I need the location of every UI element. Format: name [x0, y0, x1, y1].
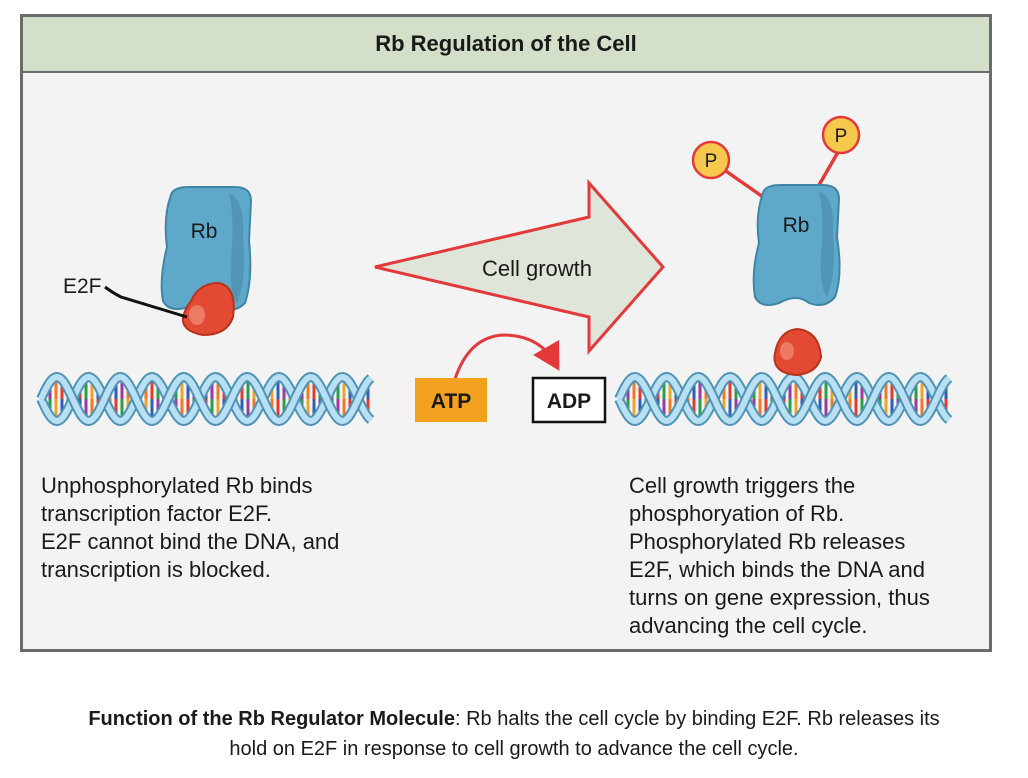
rb-label-left: Rb [191, 220, 218, 243]
caption-text-1: : Rb halts the cell cycle by binding E2F… [454, 708, 940, 730]
phosphate-label-2: P [835, 126, 848, 147]
caption-text-2: hold on E2F in response to cell growth t… [229, 738, 799, 760]
phosphate-label-1: P [705, 151, 718, 172]
caption-bold-title: Function of the Rb Regulator Molecule [88, 708, 455, 730]
rb-protein-right: Rb [752, 184, 841, 306]
left-description-line: transcription is blocked. [41, 557, 271, 582]
right-description-line: advancing the cell cycle. [629, 613, 868, 638]
left-description: Unphosphorylated Rb binds transcription … [41, 472, 339, 584]
left-description-line: Unphosphorylated Rb binds [41, 473, 313, 498]
right-description-line: Cell growth triggers the [629, 473, 856, 498]
diagram-canvas: Rb E2F Cell growth ATP ADP P [36, 115, 953, 427]
e2f-protein-left [181, 281, 235, 337]
dna-helix-left [36, 371, 375, 427]
caption-line-1: Function of the Rb Regulator Molecule: R… [0, 704, 1028, 734]
right-description-line: phosphoryation of Rb. [629, 501, 845, 526]
figure-panel: Rb Regulation of the Cell Rb E2F Cell gr… [20, 14, 992, 652]
adp-box: ADP [531, 376, 607, 424]
e2f-label: E2F [63, 275, 102, 298]
right-description: Cell growth triggers the phosphoryation … [629, 472, 930, 640]
phosphate-group-1: P [691, 140, 731, 180]
dna-backbone [616, 373, 951, 425]
e2f-protein-right [773, 327, 823, 377]
rb-protein-left: Rb [160, 186, 253, 312]
phosphate-group-2: P [821, 115, 861, 155]
rb-label-right: Rb [783, 214, 810, 237]
dna-helix-right [614, 371, 953, 427]
atp-to-adp-arrow [453, 333, 560, 380]
left-description-line: E2F cannot bind the DNA, and [41, 529, 340, 554]
right-description-line: turns on gene expression, thus [629, 585, 930, 610]
figure-title: Rb Regulation of the Cell [375, 31, 637, 56]
right-description-line: Phosphorylated Rb releases [629, 529, 906, 554]
right-description-line: E2F, which binds the DNA and [629, 557, 925, 582]
dna-backbone [38, 373, 373, 425]
dna-backbone [616, 373, 951, 425]
atp-label: ATP [431, 390, 471, 413]
title-bar: Rb Regulation of the Cell [23, 17, 989, 73]
adp-label: ADP [547, 390, 591, 413]
phosphate-link-1 [721, 167, 765, 199]
atp-box: ATP [415, 378, 487, 422]
cell-growth-label: Cell growth [482, 256, 592, 281]
cell-growth-arrow [374, 179, 665, 355]
e2f-pointer-line [104, 285, 188, 319]
dna-backbone [38, 373, 373, 425]
figure-caption: Function of the Rb Regulator Molecule: R… [0, 704, 1028, 764]
left-description-line: transcription factor E2F. [41, 501, 273, 526]
